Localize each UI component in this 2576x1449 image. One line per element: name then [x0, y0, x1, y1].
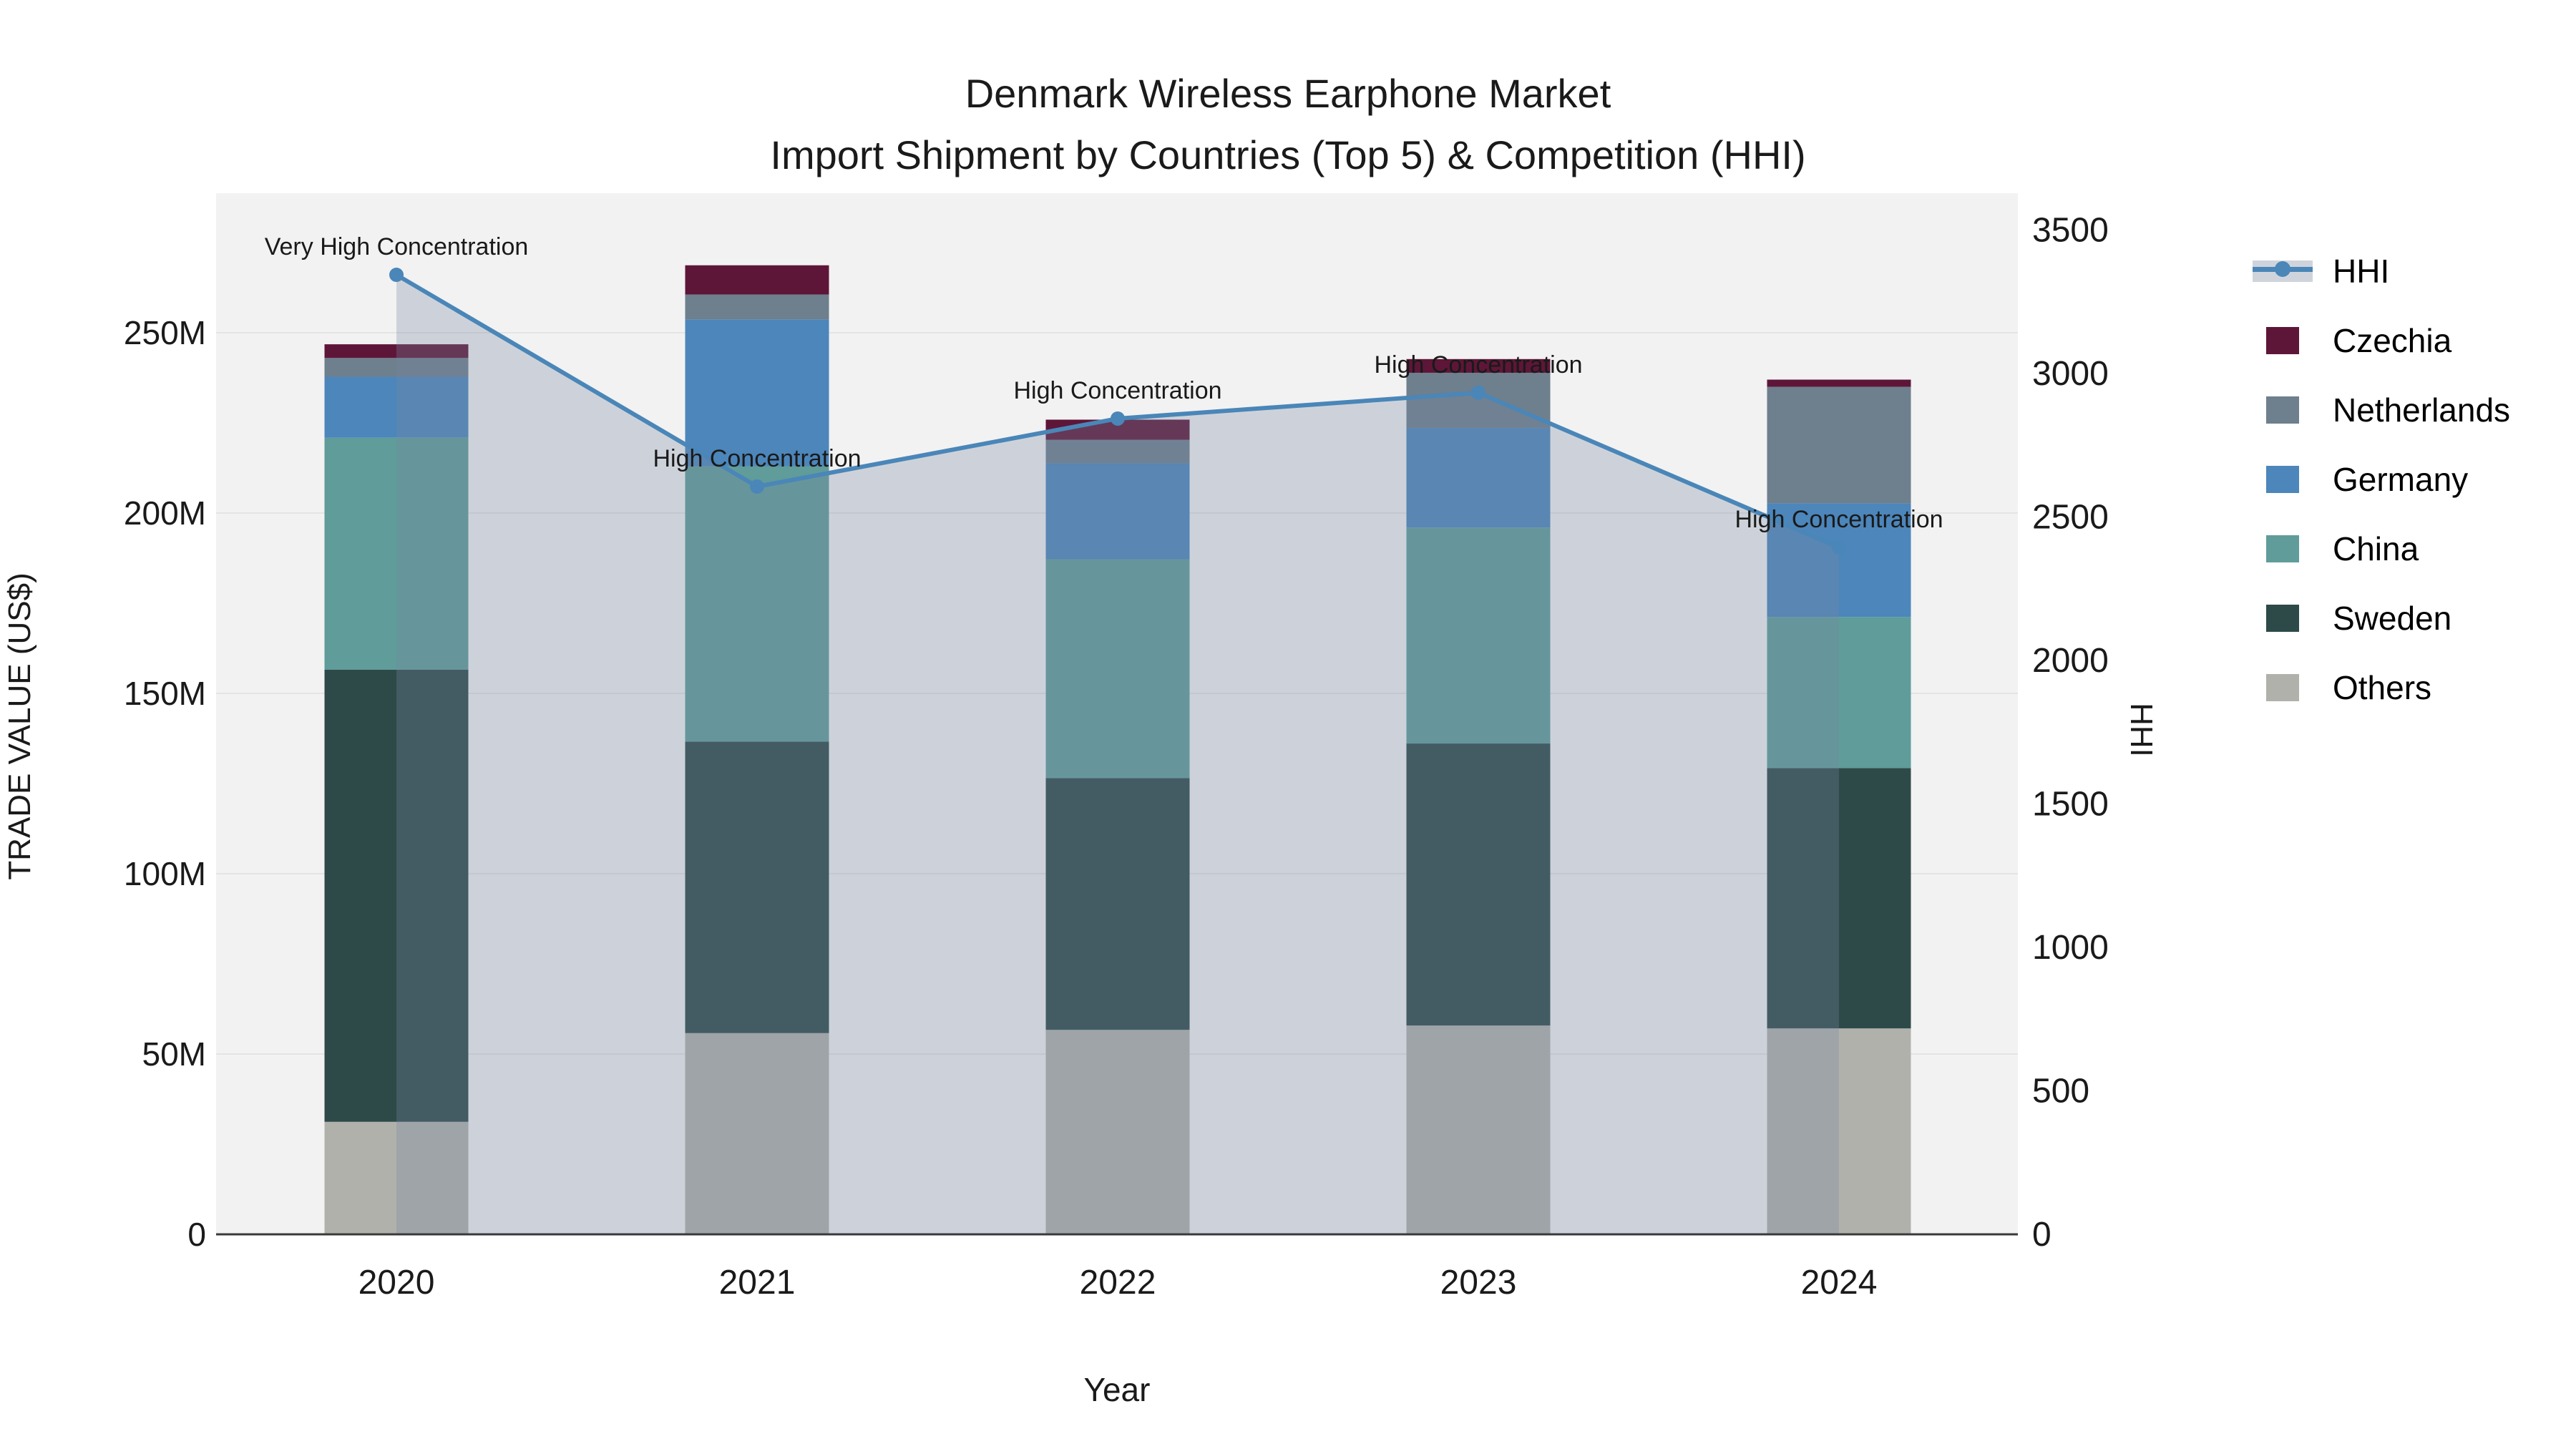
legend-item-germany[interactable]: Germany — [2253, 444, 2510, 514]
y-right-tick-label: 1000 — [2032, 929, 2109, 967]
bar-segment-czechia-2020 — [324, 344, 469, 358]
hhi-marker-2023 — [1471, 385, 1485, 400]
bar-segment-sweden-2020 — [324, 669, 469, 1122]
y-axis-left-title: TRADE VALUE (US$) — [2, 572, 37, 880]
y-right-tick-label: 0 — [2032, 1216, 2051, 1254]
legend-label: China — [2333, 530, 2419, 567]
hhi-marker-2020 — [389, 268, 404, 283]
legend: HHI Czechia Netherlands Germany China Sweden O… — [2253, 236, 2510, 722]
bar-segment-china-2022 — [1045, 559, 1190, 779]
y-left-tick-label: 100M — [124, 855, 206, 892]
plot-layer: 0 50M 100M 150M 200M 250M 0 500 1000 1500 2000 2500… — [124, 193, 2109, 1302]
bar-segment-others-2021 — [685, 1033, 829, 1234]
bar-segment-sweden-2024 — [1767, 768, 1911, 1029]
bar-segment-china-2021 — [685, 466, 829, 742]
bar-segment-others-2024 — [1767, 1028, 1911, 1234]
bar-segment-sweden-2022 — [1045, 778, 1190, 1030]
y-left-tick-label: 250M — [124, 314, 206, 351]
legend-color-swatch — [2266, 396, 2299, 424]
legend-item-czechia[interactable]: Czechia — [2253, 306, 2510, 375]
hhi-marker-2022 — [1111, 411, 1125, 426]
bar-segment-china-2023 — [1406, 527, 1551, 744]
bar-segment-others-2023 — [1406, 1025, 1551, 1234]
bar-segment-germany-2020 — [324, 376, 469, 438]
bar-segment-czechia-2023 — [1406, 358, 1551, 373]
x-axis-title: Year — [1084, 1371, 1151, 1408]
legend-label: Others — [2333, 668, 2432, 706]
bar-segment-netherlands-2020 — [324, 358, 469, 377]
bar-segment-germany-2022 — [1045, 463, 1190, 560]
y-right-tick-label: 500 — [2032, 1073, 2089, 1111]
legend-color-swatch — [2266, 326, 2299, 354]
x-tick-label: 2022 — [1080, 1264, 1156, 1302]
legend-item-netherlands[interactable]: Netherlands — [2253, 375, 2510, 444]
legend-item-others[interactable]: Others — [2253, 653, 2510, 722]
bar-segment-netherlands-2024 — [1767, 386, 1911, 504]
bar-segment-netherlands-2022 — [1045, 439, 1190, 464]
y-right-tick-label: 3500 — [2032, 212, 2109, 250]
y-left-tick-label: 200M — [124, 494, 206, 532]
legend-item-sweden[interactable]: Sweden — [2253, 583, 2510, 653]
y-right-tick-label: 2000 — [2032, 642, 2109, 680]
bar-segment-czechia-2021 — [685, 265, 829, 295]
x-tick-label: 2024 — [1801, 1264, 1878, 1302]
legend-label: Germany — [2333, 460, 2469, 498]
bar-segment-netherlands-2021 — [685, 294, 829, 320]
hhi-marker-2024 — [1832, 540, 1846, 555]
legend-line-swatch — [2253, 260, 2313, 282]
bar-segment-czechia-2024 — [1767, 379, 1911, 387]
legend-item-hhi[interactable]: HHI — [2253, 236, 2510, 306]
legend-color-swatch — [2266, 535, 2299, 562]
legend-label: Czechia — [2333, 321, 2452, 359]
x-tick-label: 2021 — [719, 1264, 796, 1302]
bar-segment-netherlands-2023 — [1406, 372, 1551, 429]
hhi-annotation: High Concentration — [1374, 351, 1582, 379]
y-left-tick-label: 150M — [124, 675, 206, 712]
hhi-marker-2021 — [750, 479, 764, 494]
bar-segment-china-2020 — [324, 437, 469, 670]
legend-line-marker — [2275, 260, 2290, 277]
hhi-annotation: High Concentration — [1013, 377, 1221, 404]
y-axis-right-title: HHI — [2124, 703, 2159, 757]
legend-label: Netherlands — [2333, 391, 2511, 429]
y-right-tick-label: 1500 — [2032, 786, 2109, 824]
legend-color-swatch — [2266, 604, 2299, 632]
bar-segment-germany-2024 — [1767, 503, 1911, 618]
hhi-annotation: High Concentration — [1735, 506, 1943, 533]
bar-segment-germany-2023 — [1406, 428, 1551, 528]
legend-color-swatch — [2266, 465, 2299, 493]
bar-segment-china-2024 — [1767, 617, 1911, 769]
legend-color-swatch — [2266, 673, 2299, 701]
x-tick-label: 2023 — [1440, 1264, 1517, 1302]
x-tick-label: 2020 — [358, 1264, 435, 1302]
y-left-tick-label: 0 — [187, 1216, 206, 1253]
bar-segment-others-2020 — [324, 1121, 469, 1234]
chart-title: Denmark Wireless Earphone Market — [965, 71, 1611, 116]
bar-segment-germany-2021 — [685, 319, 829, 467]
hhi-area-fill — [396, 275, 1839, 1234]
hhi-annotation: High Concentration — [653, 445, 861, 472]
y-left-tick-label: 50M — [142, 1035, 206, 1073]
chart-subtitle: Import Shipment by Countries (Top 5) & C… — [770, 132, 1805, 177]
hhi-annotation: Very High Concentration — [265, 233, 529, 260]
y-right-tick-label: 3000 — [2032, 355, 2109, 393]
bar-segment-sweden-2023 — [1406, 743, 1551, 1026]
legend-label: Sweden — [2333, 599, 2452, 637]
bar-segment-others-2022 — [1045, 1030, 1190, 1234]
y-right-tick-label: 2500 — [2032, 499, 2109, 537]
legend-item-china[interactable]: China — [2253, 514, 2510, 583]
legend-label: HHI — [2333, 252, 2390, 290]
bar-segment-sweden-2021 — [685, 741, 829, 1033]
